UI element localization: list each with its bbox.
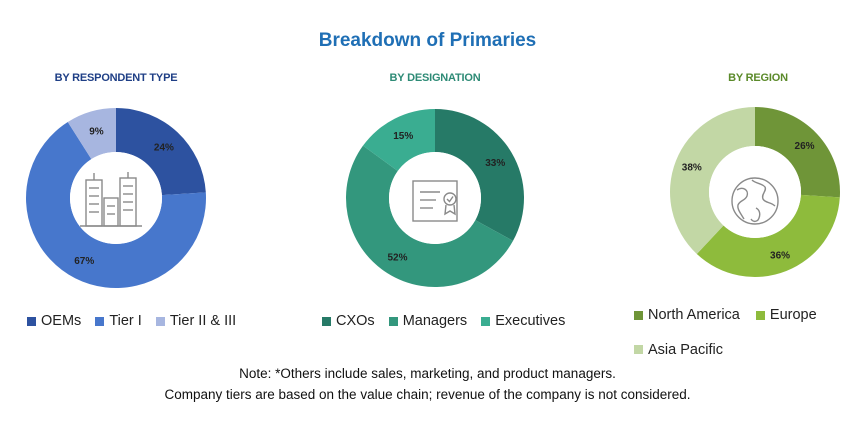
legend-item-tier-1: Tier I <box>95 313 142 329</box>
donut-region: 26% 36% 38% <box>670 107 841 278</box>
note-line-1: Note: *Others include sales, marketing, … <box>239 366 616 381</box>
donut-slice-tier-i <box>25 122 206 288</box>
legend-swatch <box>634 310 643 320</box>
legend-item-asia-pacific: Asia Pacific <box>634 333 723 367</box>
legend-designation: CXOs Managers Executives <box>322 313 575 330</box>
legend-item-managers: Managers <box>388 313 468 329</box>
legend-region: North America Europe Asia Pacific <box>634 298 854 367</box>
legend-label: North America <box>648 307 740 323</box>
certificate-icon <box>412 180 458 222</box>
donut-data-label: 38% <box>682 162 702 173</box>
chart-main-title: Breakdown of Primaries <box>318 30 537 51</box>
chart-title-designation: BY DESIGNATION <box>389 72 481 84</box>
legend-swatch <box>95 316 105 326</box>
legend-swatch <box>155 316 165 326</box>
legend-label: OEMs <box>41 313 82 329</box>
legend-swatch <box>27 316 36 326</box>
chart-title-region: BY REGION <box>728 72 788 84</box>
donut-data-label: 24% <box>154 142 174 153</box>
donut-data-label: 36% <box>770 251 790 262</box>
globe-icon <box>731 177 779 225</box>
donut-slice-managers <box>345 145 513 288</box>
note-line-2: Company tiers are based on the value cha… <box>164 387 691 402</box>
legend-swatch <box>322 316 331 326</box>
legend-respondent-type: OEMs Tier I Tier II & III <box>27 313 246 330</box>
legend-swatch <box>634 345 643 354</box>
legend-label: Tier I <box>109 313 142 329</box>
chart-title-respondent-type: BY RESPONDENT TYPE <box>54 72 178 84</box>
legend-item-europe: Europe <box>755 298 817 332</box>
donut-data-label: 67% <box>74 256 94 267</box>
legend-item-oems: OEMs <box>27 313 81 329</box>
legend-item-cxos: CXOs <box>322 313 375 329</box>
donut-data-label: 15% <box>393 131 413 142</box>
donut-data-label: 9% <box>89 126 104 137</box>
legend-label: Europe <box>769 307 817 323</box>
legend-label: Asia Pacific <box>648 341 723 358</box>
legend-item-tier-2-3: Tier II & III <box>155 313 237 329</box>
donut-data-label: 33% <box>485 158 505 169</box>
donut-slice-oems <box>116 108 206 196</box>
legend-label: Managers <box>402 313 468 329</box>
donut-slice-europe <box>696 194 840 278</box>
donut-data-label: 26% <box>795 141 815 152</box>
donut-hole <box>389 152 481 244</box>
legend-item-north-america: North America <box>634 298 740 332</box>
donut-slice-tier-ii-iii <box>67 108 116 160</box>
donut-hole <box>709 146 801 238</box>
legend-swatch <box>388 316 398 326</box>
donut-slice-cxos <box>435 109 524 241</box>
legend-label: CXOs <box>336 313 375 329</box>
donut-data-label: 52% <box>387 253 407 264</box>
donut-designation: 33% 52% 15% <box>345 109 524 288</box>
legend-swatch <box>481 316 491 326</box>
donut-slice-executives <box>362 109 435 171</box>
legend-label: Executives <box>495 313 566 329</box>
donut-slice-north-america <box>755 107 841 198</box>
buildings-icon <box>80 172 142 227</box>
legend-item-executives: Executives <box>481 313 565 329</box>
legend-swatch <box>755 310 765 320</box>
donut-slice-asia-pacific <box>670 107 755 254</box>
legend-label: Tier II & III <box>169 313 237 329</box>
